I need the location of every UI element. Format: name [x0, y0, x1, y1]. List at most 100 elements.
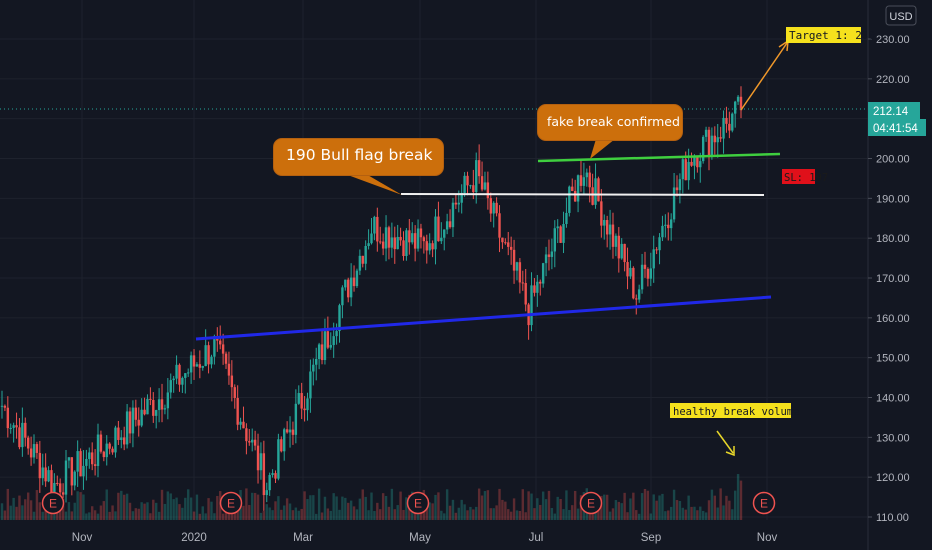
candle-body: [245, 428, 248, 442]
candle-body: [277, 439, 280, 479]
time-tick-label: May: [409, 532, 431, 544]
candle-body: [175, 364, 178, 379]
volume-bar: [117, 492, 120, 520]
stop-loss-box[interactable]: [782, 169, 815, 184]
volume-bar: [559, 498, 562, 520]
target-projection-arrow[interactable]: [740, 42, 788, 111]
candle-body: [501, 237, 504, 243]
volume-bar: [568, 510, 571, 520]
volume-bar: [192, 511, 196, 520]
volume-bar: [460, 499, 463, 520]
volume-bar: [681, 507, 685, 520]
volume-bar: [536, 498, 539, 520]
volume-bar: [710, 489, 714, 520]
volume-bar: [367, 510, 370, 520]
target-label-box[interactable]: [786, 27, 861, 43]
candle-body: [591, 187, 594, 205]
volume-bar: [524, 512, 527, 520]
volume-bar: [539, 504, 542, 520]
volume-bar: [541, 491, 545, 520]
volume-bar: [114, 511, 117, 520]
support-trendline[interactable]: [195, 295, 772, 341]
candle-body: [323, 331, 327, 361]
candlesticks: [0, 86, 743, 511]
volume-bar: [85, 513, 88, 520]
candle-body: [9, 427, 12, 429]
candle-body: [716, 137, 719, 143]
candle-body: [187, 372, 190, 374]
candle-body: [635, 298, 638, 300]
price-tick-label: 190.00: [876, 193, 910, 205]
volume-bar: [271, 510, 274, 520]
volume-bar: [480, 495, 484, 520]
volume-bar: [463, 504, 466, 520]
candle-body: [736, 96, 740, 102]
candle-body: [262, 453, 266, 496]
candle-body: [6, 407, 10, 429]
volume-bar: [26, 492, 30, 520]
volume-bar: [504, 501, 507, 520]
volume-bar: [73, 502, 76, 520]
volume-bar: [364, 496, 367, 520]
fake-break-callout[interactable]: fake break confirmed: [538, 105, 682, 140]
candle-body: [131, 407, 135, 434]
volume-bar: [283, 505, 286, 520]
volume-bar: [15, 506, 18, 520]
earnings-marker[interactable]: [752, 491, 776, 515]
volume-bar: [396, 505, 399, 520]
earnings-marker[interactable]: [41, 491, 65, 515]
volume-bar: [489, 508, 492, 520]
candle-body: [733, 101, 737, 114]
volume-bar: [664, 511, 667, 520]
volume-bar: [358, 498, 362, 520]
candle-body: [312, 364, 315, 372]
candle-body: [338, 305, 341, 332]
candle-body: [431, 243, 434, 250]
candle-body: [248, 441, 251, 443]
candle-body: [108, 443, 111, 449]
volume-bar: [0, 503, 4, 520]
volume-bar: [213, 513, 216, 520]
candle-body: [669, 219, 673, 229]
candle-body: [719, 137, 722, 139]
volume-bar: [533, 508, 536, 520]
volume-bar: [355, 509, 359, 520]
volume-bar: [739, 480, 743, 520]
candle-body: [573, 190, 577, 202]
price-tick-label: 220.00: [876, 74, 910, 86]
candle-body: [422, 237, 426, 242]
volume-bar: [361, 489, 364, 520]
candle-body: [251, 439, 254, 443]
candle-body: [489, 198, 492, 214]
volume-bar: [646, 490, 650, 520]
candle-body: [457, 202, 460, 205]
earnings-marker[interactable]: [579, 491, 603, 515]
candle-body: [556, 226, 559, 229]
volume-bar: [381, 493, 385, 520]
candle-body: [571, 186, 574, 191]
volume-bar: [704, 512, 708, 520]
bull-flag-callout[interactable]: 190 Bull flag break: [274, 139, 443, 175]
candle-body: [128, 411, 132, 434]
earnings-marker[interactable]: [406, 491, 430, 515]
volume-bar: [719, 488, 722, 520]
volume-note-box[interactable]: [670, 403, 791, 418]
resistance-trendline[interactable]: [537, 152, 781, 163]
candle-body: [24, 422, 27, 438]
candle-body: [44, 467, 47, 482]
candle-body: [693, 157, 696, 166]
candle-body: [88, 452, 91, 459]
volume-bar: [111, 505, 114, 520]
volume-bar: [443, 513, 446, 520]
volume-bar: [326, 508, 330, 520]
volume-bar: [667, 510, 670, 520]
bull-flag-level-line[interactable]: [400, 193, 765, 196]
candle-body: [58, 483, 62, 493]
volume-bar: [146, 502, 149, 520]
currency-badge[interactable]: [885, 5, 917, 26]
candle-body: [105, 443, 108, 458]
earnings-marker[interactable]: [219, 491, 243, 515]
candle-body: [26, 437, 30, 449]
volume-bar: [152, 499, 155, 520]
